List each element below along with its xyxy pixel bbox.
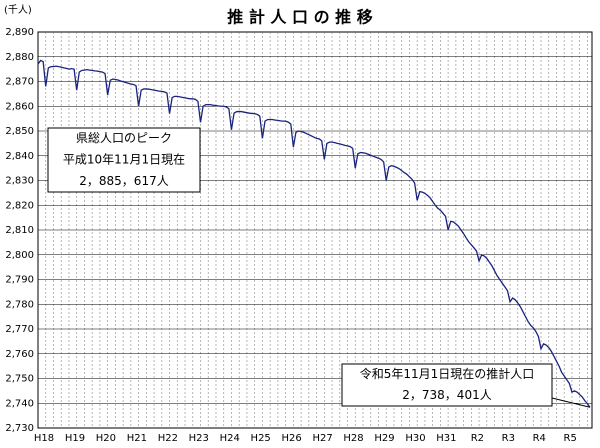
y-tick-label: 2,880	[5, 52, 34, 63]
x-tick-label: H20	[96, 433, 116, 444]
annotation-pointer	[551, 397, 591, 408]
x-tick-label: H28	[343, 433, 363, 444]
y-tick-label: 2,790	[5, 275, 34, 286]
annotation-box	[341, 363, 553, 407]
x-tick-label: R4	[533, 433, 546, 444]
y-tick-label: 2,870	[5, 77, 34, 88]
y-axis-label: (千人)	[4, 4, 32, 16]
annotation-text: 県総人口のピーク	[76, 131, 172, 145]
y-tick-label: 2,770	[5, 324, 34, 335]
annotation-text: 令和5年11月1日現在の推計人口	[360, 366, 535, 381]
x-tick-label: H18	[34, 433, 54, 444]
x-tick-label: R2	[471, 433, 484, 444]
y-tick-label: 2,760	[5, 349, 34, 360]
annotation-text: 平成10年11月1日現在	[63, 153, 185, 167]
x-tick-label: H22	[158, 433, 178, 444]
y-tick-label: 2,730	[5, 423, 34, 434]
y-tick-label: 2,850	[5, 126, 34, 137]
x-tick-label: H21	[127, 433, 147, 444]
y-tick-label: 2,820	[5, 200, 34, 211]
x-tick-label: H24	[220, 433, 240, 444]
x-tick-label: H27	[312, 433, 332, 444]
x-tick-label: H31	[436, 433, 456, 444]
x-tick-label: H29	[374, 433, 394, 444]
x-tick-label: H26	[282, 433, 302, 444]
y-tick-label: 2,800	[5, 250, 34, 261]
y-tick-label: 2,890	[5, 27, 34, 38]
x-tick-label: H30	[405, 433, 425, 444]
y-tick-label: 2,810	[5, 225, 34, 236]
y-tick-label: 2,780	[5, 299, 34, 310]
x-tick-label: H19	[65, 433, 85, 444]
data-line	[37, 59, 591, 408]
y-tick-label: 2,860	[5, 101, 34, 112]
y-tick-label: 2,740	[5, 398, 34, 409]
y-tick-label: 2,830	[5, 176, 34, 187]
annotation-box	[47, 127, 201, 193]
x-tick-label: R3	[502, 433, 515, 444]
y-tick-label: 2,750	[5, 374, 34, 385]
chart-title: 推 計 人 口 の 推 移	[227, 8, 372, 27]
y-tick-label: 2,840	[5, 151, 34, 162]
x-tick-label: H25	[251, 433, 271, 444]
x-tick-label: R5	[564, 433, 577, 444]
annotation-text: 2，738，401人	[402, 388, 491, 402]
x-tick-label: H23	[189, 433, 209, 444]
annotation-text: 2，885，617人	[79, 174, 168, 188]
